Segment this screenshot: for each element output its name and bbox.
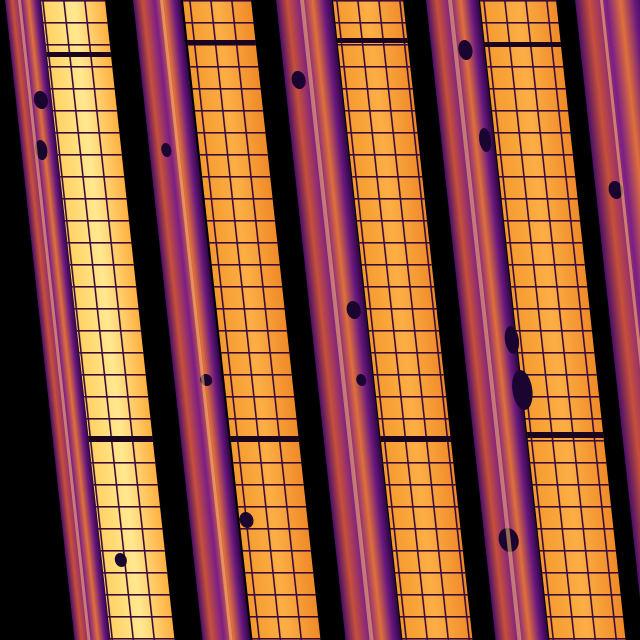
cell-grid: [41, 0, 175, 640]
cell-grid: [333, 0, 473, 640]
module-gaps: [46, 38, 604, 442]
ground-strip: [133, 0, 251, 640]
ground-strip: [5, 0, 111, 640]
ground-strip: [575, 0, 640, 640]
ground-streaks: [18, 0, 640, 640]
left-edge-shadow: [0, 220, 60, 640]
ground-strip: [426, 0, 549, 640]
panel-rows: [5, 0, 640, 640]
cell-grid: [480, 0, 626, 640]
cell-grid: [183, 0, 321, 640]
